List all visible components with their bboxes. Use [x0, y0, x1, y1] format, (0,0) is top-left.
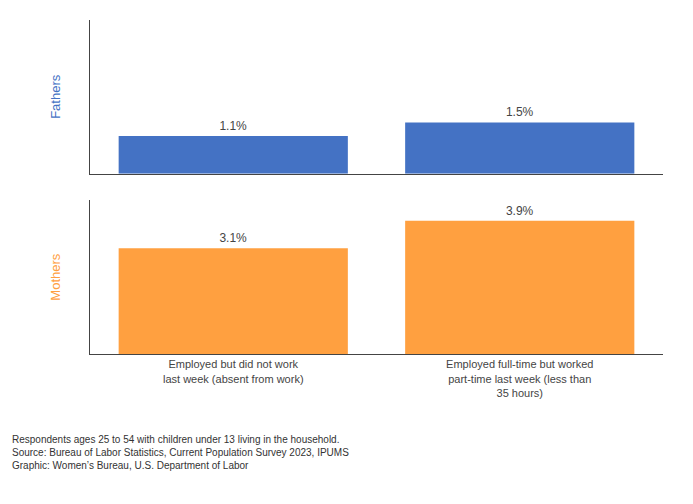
svg-text:3.1%: 3.1% [219, 231, 247, 245]
svg-text:Mothers: Mothers [49, 253, 64, 300]
svg-text:1.5%: 1.5% [506, 105, 534, 119]
svg-text:Employed full-time but workedp: Employed full-time but workedpart-time l… [446, 358, 593, 399]
svg-text:Employed but did not worklast: Employed but did not worklast week (abse… [163, 358, 304, 384]
svg-text:1.1%: 1.1% [219, 119, 247, 133]
svg-text:Fathers: Fathers [49, 74, 64, 119]
svg-text:3.9%: 3.9% [506, 204, 534, 218]
svg-text:Respondents ages 25 to 54 with: Respondents ages 25 to 54 with children … [12, 434, 349, 471]
